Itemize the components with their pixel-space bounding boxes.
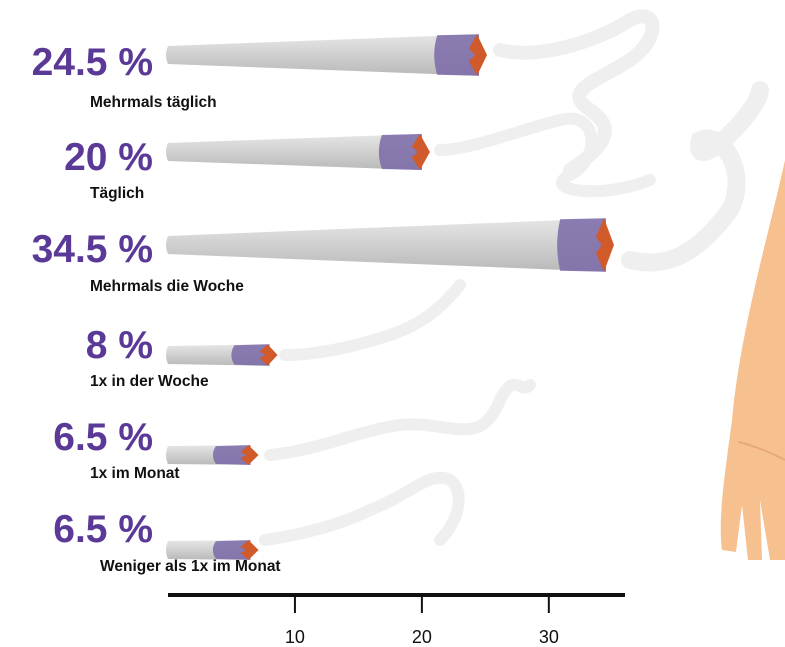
category-label-6: Weniger als 1x im Monat xyxy=(100,558,281,575)
bar-3 xyxy=(166,218,614,272)
bar-2 xyxy=(166,134,430,170)
bar-6-ember xyxy=(240,540,259,560)
bar-4 xyxy=(166,344,278,366)
smoke-trail-4 xyxy=(279,279,466,361)
bar-6-ash xyxy=(212,540,251,560)
value-label-6: 6.5 % xyxy=(53,508,153,551)
bar-5-ash xyxy=(212,445,251,465)
category-label-2: Täglich xyxy=(90,185,145,202)
category-label-4: 1x in der Woche xyxy=(90,373,209,390)
bar-2-ash xyxy=(378,134,422,170)
x-tick-label-30: 30 xyxy=(539,627,559,647)
bar-4-ash xyxy=(231,344,270,366)
smoke-trails xyxy=(259,9,769,546)
value-label-4: 8 % xyxy=(85,324,153,367)
hand-crease xyxy=(737,441,785,461)
bar-1-ash xyxy=(434,34,480,76)
smoke-trail-6 xyxy=(259,471,465,546)
bar-4-ember xyxy=(259,344,278,366)
smoke-trail-2 xyxy=(434,112,656,198)
hand-illustration xyxy=(720,160,785,560)
bar-3-ember xyxy=(595,218,614,272)
bar-3-ash xyxy=(557,218,606,272)
category-label-3: Mehrmals die Woche xyxy=(90,278,244,295)
bar-2-paper xyxy=(166,134,422,170)
bar-5-ember xyxy=(240,445,259,465)
smoke-trail-1 xyxy=(493,9,660,177)
smoke-trail-5 xyxy=(264,378,536,461)
bar-5 xyxy=(166,445,259,465)
value-label-2: 20 % xyxy=(64,136,153,179)
x-axis: 10 20 30 xyxy=(168,593,625,647)
value-label-1: 24.5 % xyxy=(31,41,153,84)
hand-shape xyxy=(720,160,785,560)
bar-1-ember xyxy=(469,34,488,76)
x-tick-label-10: 10 xyxy=(285,627,305,647)
value-label-5: 6.5 % xyxy=(53,416,153,459)
bar-1 xyxy=(166,34,488,76)
x-axis-ticks: 10 20 30 xyxy=(285,595,559,647)
category-label-1: Mehrmals täglich xyxy=(90,94,217,111)
value-label-3: 34.5 % xyxy=(31,228,153,271)
smoke-trail-3 xyxy=(621,81,769,272)
bars-layer xyxy=(166,34,614,560)
bar-3-paper xyxy=(166,218,606,272)
bar-6 xyxy=(166,540,259,560)
bar-2-ember xyxy=(411,134,430,170)
category-label-5: 1x im Monat xyxy=(90,465,180,482)
x-tick-label-20: 20 xyxy=(412,627,432,647)
bar-1-paper xyxy=(166,34,480,76)
